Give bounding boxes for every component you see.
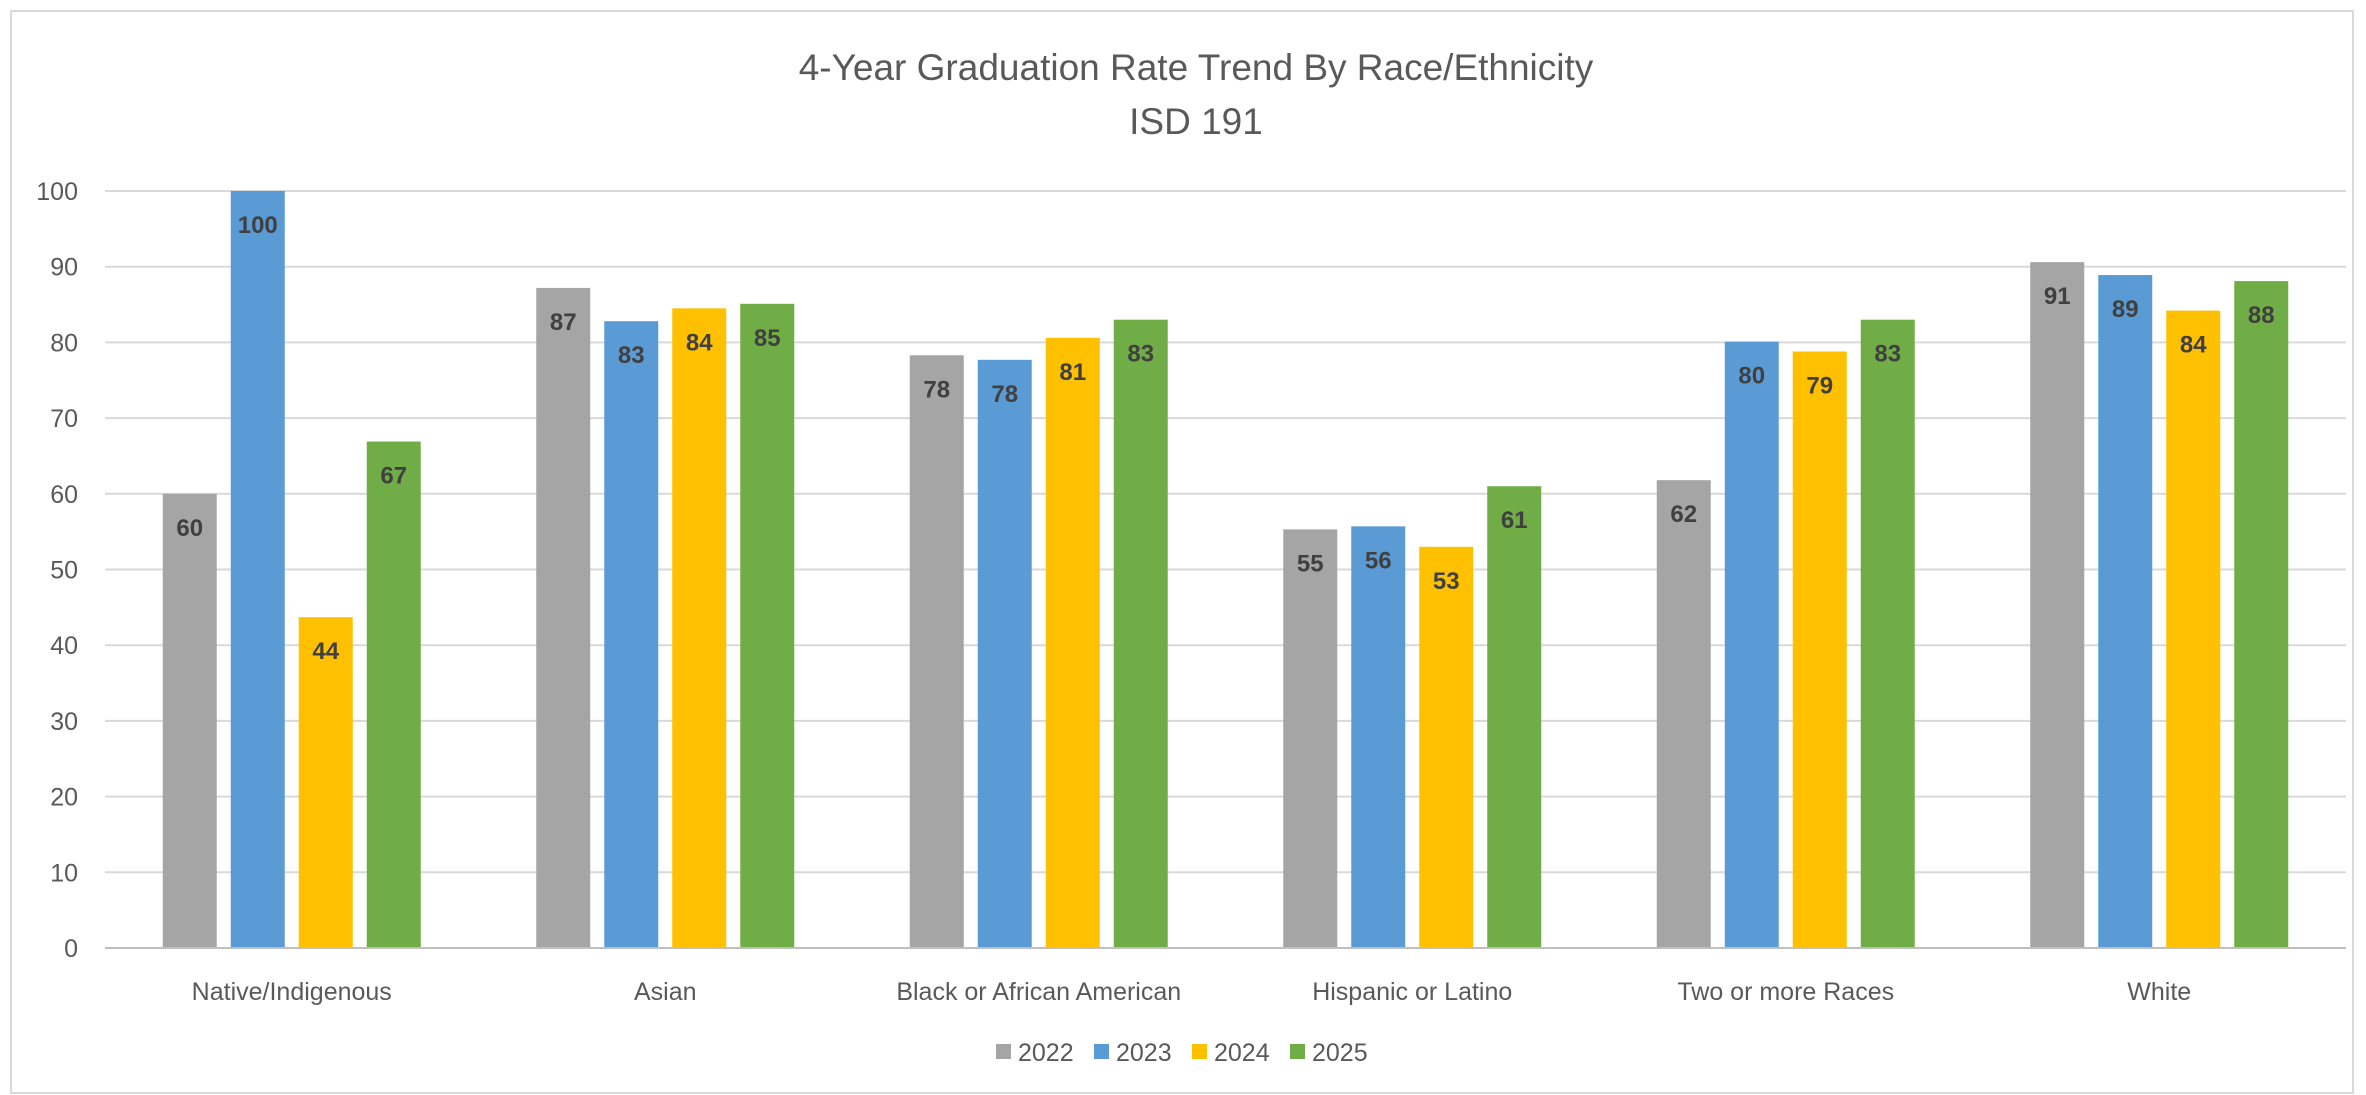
data-label: 56 (1365, 547, 1392, 574)
chart-title: 4-Year Graduation Rate Trend By Race/Eth… (799, 47, 1594, 88)
bar-2022 (536, 287, 591, 948)
category-label: Asian (634, 978, 697, 1006)
data-label: 81 (1059, 359, 1086, 386)
data-label: 85 (754, 325, 781, 352)
data-labels: 60 100 44 67 87 83 84 85 78 78 81 83 55 56 53 61 62 80 79 8… (176, 212, 2274, 665)
y-tick-label: 50 (50, 557, 78, 585)
data-label: 83 (618, 342, 645, 369)
bar-2025 (1113, 319, 1168, 948)
legend: 2022 2023 2024 2025 (996, 1039, 1368, 1067)
x-axis: Native/Indigenous Asian Black or African A… (105, 947, 2346, 1006)
bar-2023 (604, 321, 659, 949)
y-tick-label: 70 (50, 405, 78, 433)
y-tick-label: 80 (50, 329, 78, 357)
bar-2023 (2098, 275, 2153, 949)
category-label: Black or African American (896, 978, 1181, 1006)
data-label: 84 (686, 329, 713, 356)
legend-swatch (996, 1044, 1011, 1059)
category-label: Two or more Races (1677, 978, 1894, 1006)
data-label: 83 (1874, 341, 1901, 368)
data-label: 87 (550, 309, 577, 336)
legend-swatch (1094, 1044, 1109, 1059)
data-label: 100 (238, 212, 278, 239)
y-tick-label: 100 (36, 178, 78, 206)
legend-label: 2025 (1312, 1039, 1368, 1067)
bars (162, 191, 2289, 949)
y-tick-label: 20 (50, 784, 78, 812)
bar-2023 (1724, 341, 1779, 948)
y-tick-label: 60 (50, 481, 78, 509)
category-label: Native/Indigenous (192, 978, 392, 1006)
data-label: 89 (2112, 296, 2139, 323)
bar-2023 (1351, 526, 1406, 948)
y-tick-label: 90 (50, 254, 78, 282)
legend-label: 2024 (1214, 1039, 1270, 1067)
bar-2025 (740, 303, 795, 949)
data-label: 78 (991, 381, 1018, 408)
bar-2024 (298, 617, 353, 948)
bar-2024 (672, 308, 727, 949)
y-tick-label: 30 (50, 708, 78, 736)
legend-swatch (1290, 1044, 1305, 1059)
category-label: Hispanic or Latino (1312, 978, 1512, 1006)
bar-2024 (1419, 546, 1474, 948)
data-label: 60 (176, 515, 203, 542)
legend-label: 2022 (1018, 1039, 1074, 1067)
y-tick-label: 10 (50, 859, 78, 887)
bar-2024 (2166, 310, 2221, 949)
y-tick-label: 0 (64, 935, 78, 963)
bar-2025 (366, 441, 421, 948)
bar-2022 (1283, 529, 1338, 948)
bar-2023 (977, 359, 1032, 948)
bar-2024 (1792, 351, 1847, 948)
bar-2025 (2234, 281, 2289, 948)
data-label: 67 (380, 463, 407, 490)
category-label: White (2127, 978, 2191, 1006)
data-label: 53 (1433, 568, 1460, 595)
bar-2025 (1487, 486, 1542, 948)
data-label: 83 (1127, 341, 1154, 368)
data-label: 84 (2180, 332, 2207, 359)
legend-label: 2023 (1116, 1039, 1172, 1067)
data-label: 91 (2044, 283, 2071, 310)
chart-subtitle: ISD 191 (1129, 101, 1263, 142)
data-label: 80 (1738, 363, 1765, 390)
bar-2022 (2030, 262, 2085, 949)
data-label: 79 (1806, 372, 1833, 399)
data-label: 55 (1297, 550, 1324, 577)
data-label: 62 (1670, 501, 1697, 528)
legend-swatch (1192, 1044, 1207, 1059)
data-label: 78 (923, 376, 950, 403)
bar-2022 (909, 355, 964, 948)
bar-2025 (1860, 319, 1915, 948)
bar-2023 (230, 191, 285, 948)
data-label: 88 (2248, 302, 2275, 329)
bar-2024 (1045, 337, 1100, 948)
bar-2022 (1656, 480, 1711, 948)
y-axis: 0 10 20 30 40 50 60 70 80 90 100 (36, 178, 78, 963)
bar-2022 (162, 493, 217, 948)
data-label: 61 (1501, 507, 1528, 534)
y-tick-label: 40 (50, 632, 78, 660)
gridlines (105, 190, 2346, 949)
data-label: 44 (312, 638, 339, 665)
